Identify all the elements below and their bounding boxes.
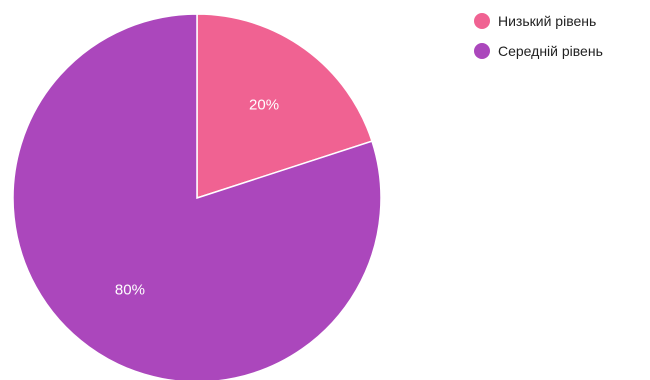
pie-slice-low[interactable] <box>196 13 373 200</box>
legend-swatch-low <box>474 13 490 29</box>
slice-label-medium: 80% <box>115 281 145 298</box>
legend: Низький рівень Середній рівень <box>474 10 603 62</box>
legend-item-medium[interactable]: Середній рівень <box>474 40 603 62</box>
slice-labels: 20% 80% <box>115 97 279 299</box>
legend-label-medium: Середній рівень <box>498 43 603 59</box>
slice-label-low: 20% <box>249 97 279 114</box>
legend-label-low: Низький рівень <box>498 13 597 29</box>
legend-swatch-medium <box>474 43 490 59</box>
pie-slice-medium[interactable] <box>12 13 382 380</box>
legend-item-low[interactable]: Низький рівень <box>474 10 603 32</box>
pie-slices <box>12 13 382 380</box>
